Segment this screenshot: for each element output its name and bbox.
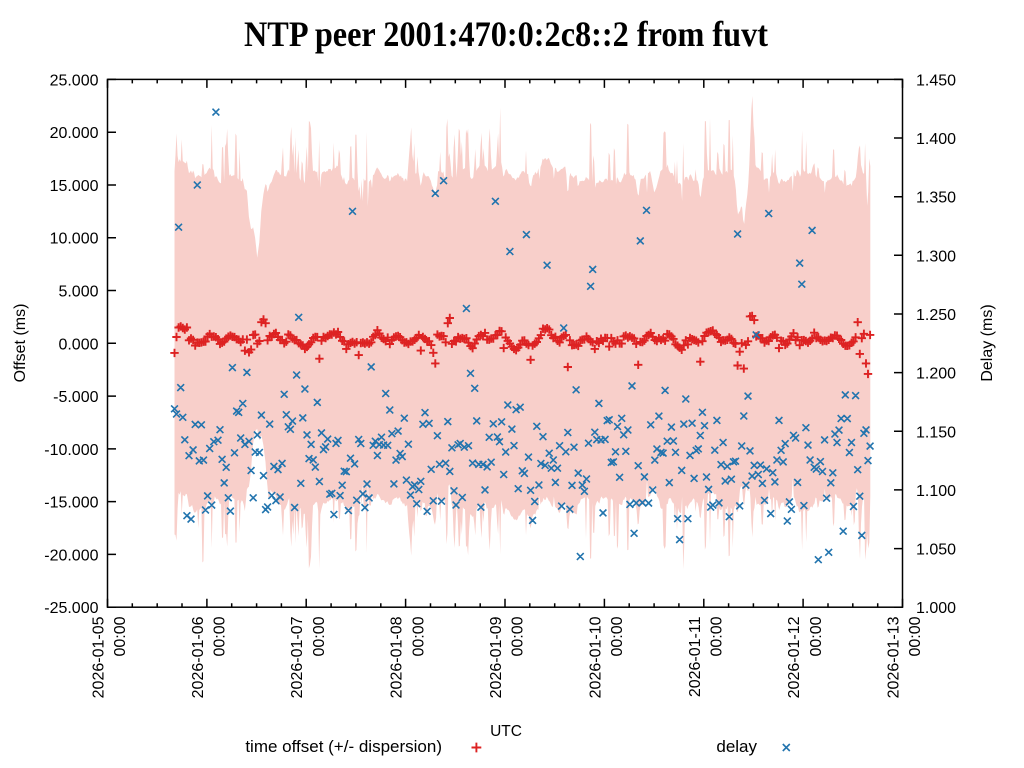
svg-text:00:00: 00:00 (808, 616, 825, 656)
svg-text:1.150: 1.150 (916, 424, 956, 441)
svg-text:UTC: UTC (490, 723, 522, 740)
svg-text:NTP peer 2001:470:0:2c8::2 fro: NTP peer 2001:470:0:2c8::2 from fuvt (244, 14, 768, 54)
svg-text:2026-01-07: 2026-01-07 (289, 616, 306, 698)
svg-text:2026-01-11: 2026-01-11 (687, 616, 704, 697)
svg-text:00:00: 00:00 (510, 616, 527, 656)
svg-text:2026-01-13: 2026-01-13 (886, 616, 903, 698)
svg-text:1.200: 1.200 (916, 366, 956, 383)
svg-text:1.250: 1.250 (916, 307, 956, 324)
svg-text:delay: delay (716, 737, 757, 756)
svg-text:2026-01-12: 2026-01-12 (786, 616, 803, 698)
svg-text:Offset (ms): Offset (ms) (12, 304, 29, 383)
svg-text:-25.000: -25.000 (44, 600, 98, 617)
svg-text:2026-01-06: 2026-01-06 (190, 616, 207, 698)
svg-text:1.300: 1.300 (916, 248, 956, 265)
svg-text:5.000: 5.000 (58, 284, 98, 301)
svg-text:1.100: 1.100 (916, 483, 956, 500)
svg-text:2026-01-08: 2026-01-08 (389, 616, 406, 698)
svg-text:2026-01-05: 2026-01-05 (91, 616, 108, 698)
svg-text:00:00: 00:00 (709, 616, 726, 656)
svg-text:25.000: 25.000 (50, 72, 99, 89)
svg-text:1.350: 1.350 (916, 190, 956, 207)
svg-text:-20.000: -20.000 (44, 547, 98, 564)
svg-text:1.050: 1.050 (916, 542, 956, 559)
svg-text:20.000: 20.000 (50, 125, 99, 142)
svg-text:-15.000: -15.000 (44, 495, 98, 512)
svg-text:time offset (+/- dispersion): time offset (+/- dispersion) (245, 737, 442, 756)
svg-text:00:00: 00:00 (609, 616, 626, 656)
svg-text:2026-01-09: 2026-01-09 (488, 616, 505, 698)
svg-text:00:00: 00:00 (410, 616, 427, 656)
svg-text:0.000: 0.000 (58, 336, 98, 353)
svg-text:1.450: 1.450 (916, 72, 956, 89)
svg-text:Delay (ms): Delay (ms) (979, 304, 996, 381)
svg-text:15.000: 15.000 (50, 178, 99, 195)
svg-text:00:00: 00:00 (907, 616, 924, 656)
svg-text:1.000: 1.000 (916, 600, 956, 617)
svg-text:1.400: 1.400 (916, 131, 956, 148)
svg-text:00:00: 00:00 (311, 616, 328, 656)
svg-text:2026-01-10: 2026-01-10 (587, 616, 604, 698)
svg-text:00:00: 00:00 (212, 616, 229, 656)
svg-text:-5.000: -5.000 (53, 389, 98, 406)
svg-text:10.000: 10.000 (50, 231, 99, 248)
svg-text:-10.000: -10.000 (44, 442, 98, 459)
svg-text:00:00: 00:00 (112, 616, 129, 656)
